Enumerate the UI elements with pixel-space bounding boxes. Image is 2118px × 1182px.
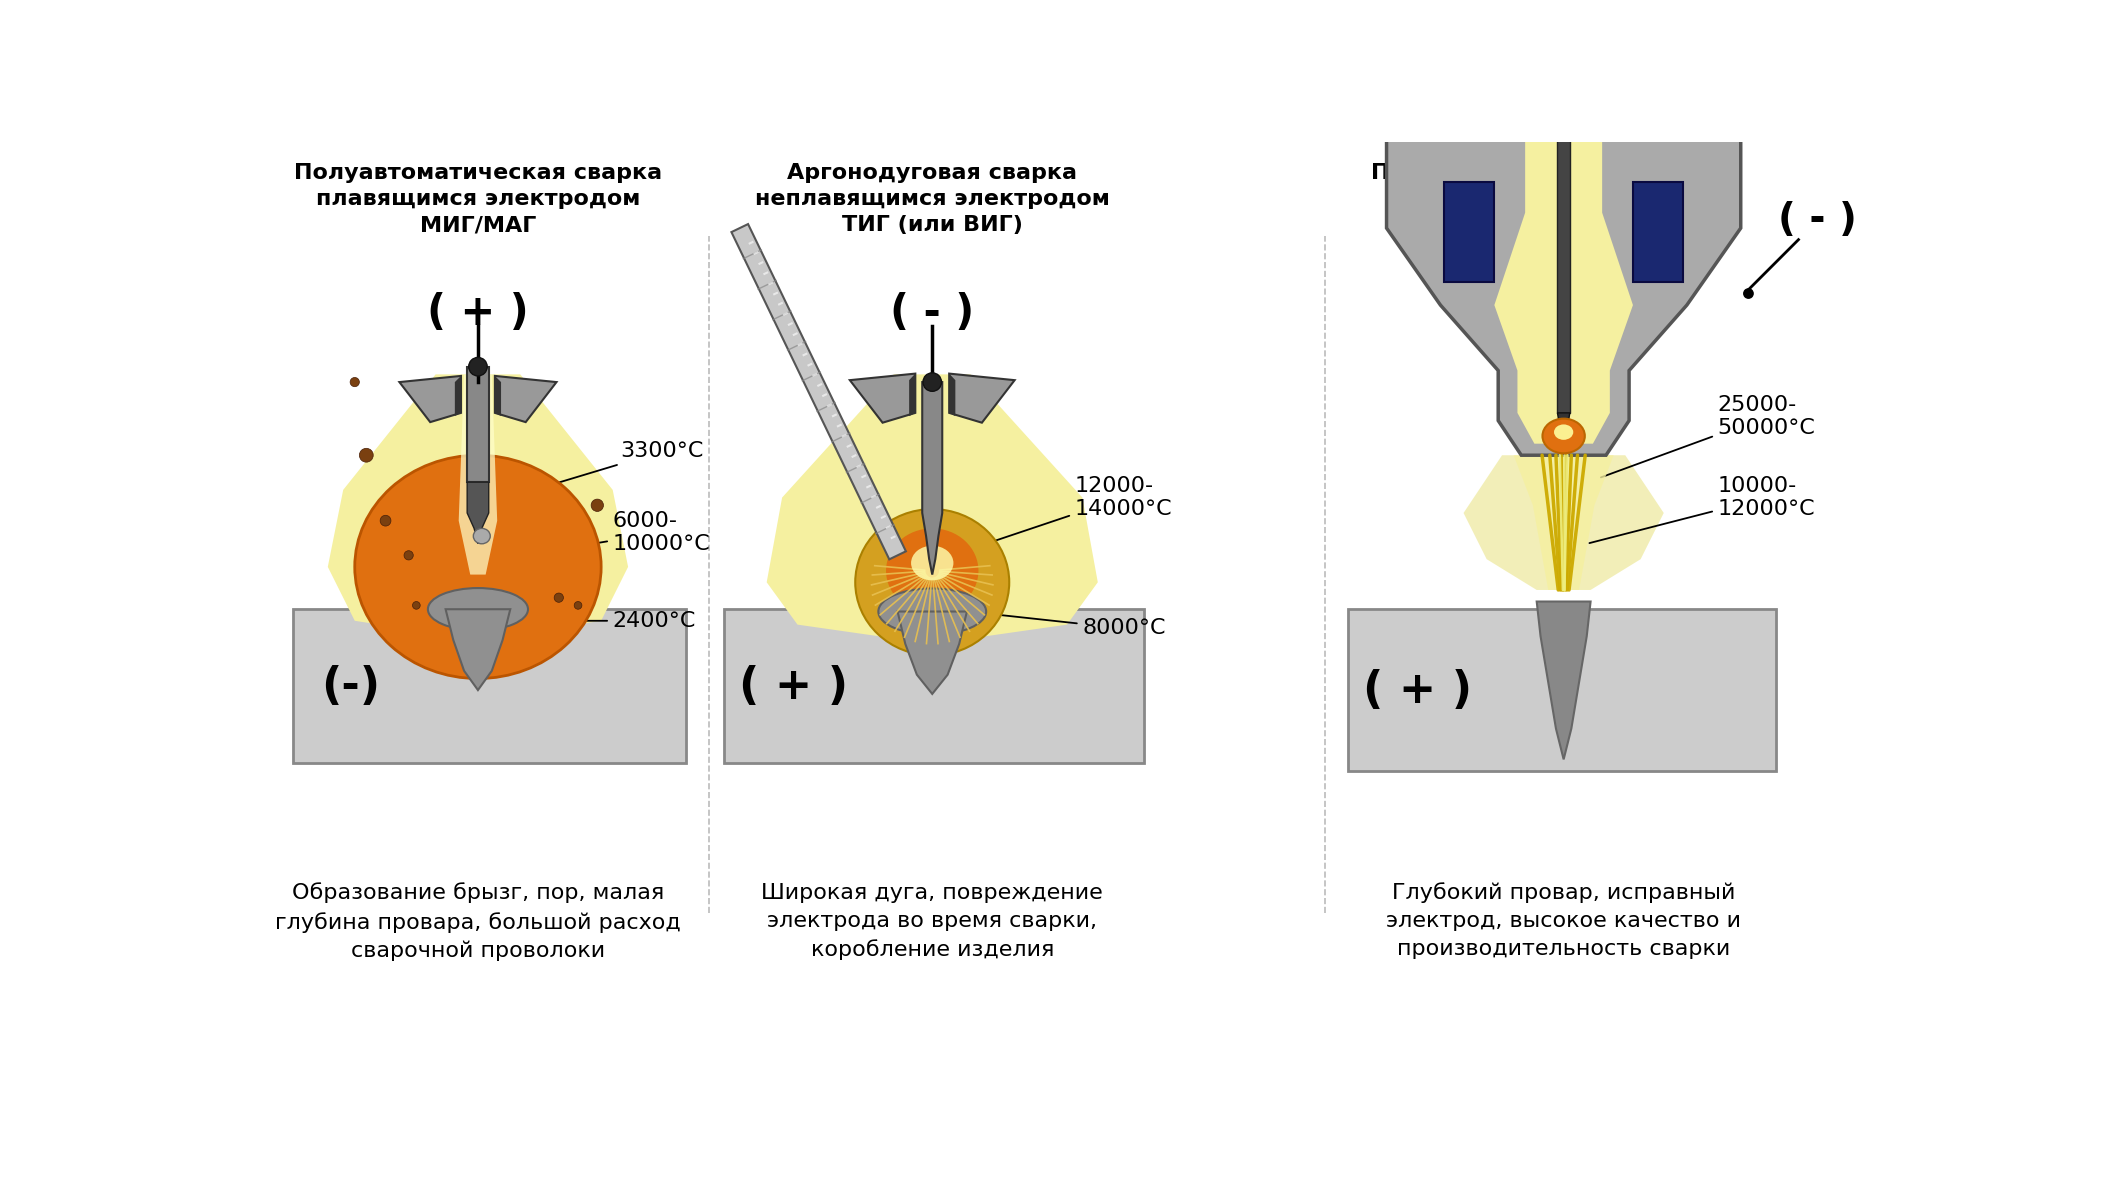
Ellipse shape bbox=[879, 589, 987, 635]
FancyBboxPatch shape bbox=[1529, 32, 1599, 82]
Polygon shape bbox=[767, 375, 1097, 644]
Text: Полуавтоматическая сварка
плавящимся электродом
МИГ/МАГ: Полуавтоматическая сварка плавящимся эле… bbox=[294, 163, 663, 235]
Circle shape bbox=[360, 448, 373, 462]
Polygon shape bbox=[328, 375, 629, 639]
Circle shape bbox=[349, 377, 360, 387]
Polygon shape bbox=[898, 611, 968, 694]
Circle shape bbox=[521, 402, 527, 409]
FancyBboxPatch shape bbox=[1557, 82, 1569, 413]
Text: 6000-
10000°C: 6000- 10000°C bbox=[527, 511, 710, 554]
Circle shape bbox=[379, 515, 392, 526]
Polygon shape bbox=[1557, 413, 1569, 448]
Polygon shape bbox=[445, 609, 510, 690]
Circle shape bbox=[1743, 288, 1754, 299]
Polygon shape bbox=[949, 374, 955, 416]
Text: 25000-
50000°C: 25000- 50000°C bbox=[1601, 395, 1815, 478]
Polygon shape bbox=[496, 376, 557, 422]
FancyBboxPatch shape bbox=[292, 609, 686, 764]
Polygon shape bbox=[949, 374, 1015, 423]
Polygon shape bbox=[1387, 74, 1741, 455]
Ellipse shape bbox=[472, 528, 489, 544]
Ellipse shape bbox=[856, 509, 1010, 656]
Polygon shape bbox=[1538, 602, 1591, 759]
Polygon shape bbox=[460, 375, 498, 574]
Text: 8000°C: 8000°C bbox=[985, 613, 1165, 638]
FancyBboxPatch shape bbox=[468, 366, 489, 482]
Polygon shape bbox=[468, 482, 489, 544]
Polygon shape bbox=[496, 376, 502, 416]
Polygon shape bbox=[455, 376, 462, 416]
Text: 2400°C: 2400°C bbox=[496, 611, 697, 631]
FancyBboxPatch shape bbox=[724, 609, 1144, 764]
Polygon shape bbox=[400, 376, 462, 422]
Text: ( + ): ( + ) bbox=[739, 664, 847, 708]
Ellipse shape bbox=[1542, 418, 1584, 454]
Text: Глубокий провар, исправный
электрод, высокое качество и
производительность сварк: Глубокий провар, исправный электрод, выс… bbox=[1385, 883, 1741, 960]
Circle shape bbox=[591, 499, 604, 512]
Circle shape bbox=[923, 372, 943, 391]
Polygon shape bbox=[921, 382, 943, 574]
Ellipse shape bbox=[428, 589, 527, 630]
Text: Широкая дуга, повреждение
электрода во время сварки,
коробление изделия: Широкая дуга, повреждение электрода во в… bbox=[760, 883, 1103, 960]
Text: ( - ): ( - ) bbox=[890, 292, 974, 333]
Polygon shape bbox=[1495, 82, 1633, 443]
Text: (-): (-) bbox=[322, 664, 381, 708]
Polygon shape bbox=[1464, 455, 1665, 590]
Text: 3300°C: 3300°C bbox=[510, 441, 703, 496]
Ellipse shape bbox=[354, 455, 602, 678]
Polygon shape bbox=[849, 374, 915, 423]
FancyBboxPatch shape bbox=[1633, 182, 1684, 282]
Text: Аргонодуговая сварка
неплавящимся электродом
ТИГ (или ВИГ): Аргонодуговая сварка неплавящимся электр… bbox=[754, 163, 1110, 235]
Polygon shape bbox=[909, 374, 915, 416]
Polygon shape bbox=[1514, 455, 1614, 590]
Polygon shape bbox=[731, 225, 907, 559]
Text: Плазменная сварка: Плазменная сварка bbox=[1370, 163, 1622, 183]
Text: ( + ): ( + ) bbox=[1362, 669, 1472, 712]
FancyBboxPatch shape bbox=[1444, 182, 1495, 282]
Text: 12000-
14000°C: 12000- 14000°C bbox=[966, 476, 1173, 551]
Text: 10000-
12000°C: 10000- 12000°C bbox=[1588, 476, 1815, 543]
Ellipse shape bbox=[911, 546, 953, 580]
Ellipse shape bbox=[1555, 424, 1574, 440]
Circle shape bbox=[413, 602, 419, 609]
Text: ( - ): ( - ) bbox=[1779, 201, 1857, 240]
Text: Образование брызг, пор, малая
глубина провара, большой расход
сварочной проволок: Образование брызг, пор, малая глубина пр… bbox=[275, 883, 680, 961]
FancyBboxPatch shape bbox=[1347, 609, 1777, 771]
Circle shape bbox=[555, 593, 563, 603]
Text: ( + ): ( + ) bbox=[428, 292, 530, 333]
Circle shape bbox=[405, 551, 413, 560]
Ellipse shape bbox=[885, 528, 979, 613]
Circle shape bbox=[574, 602, 582, 609]
Circle shape bbox=[468, 357, 487, 376]
